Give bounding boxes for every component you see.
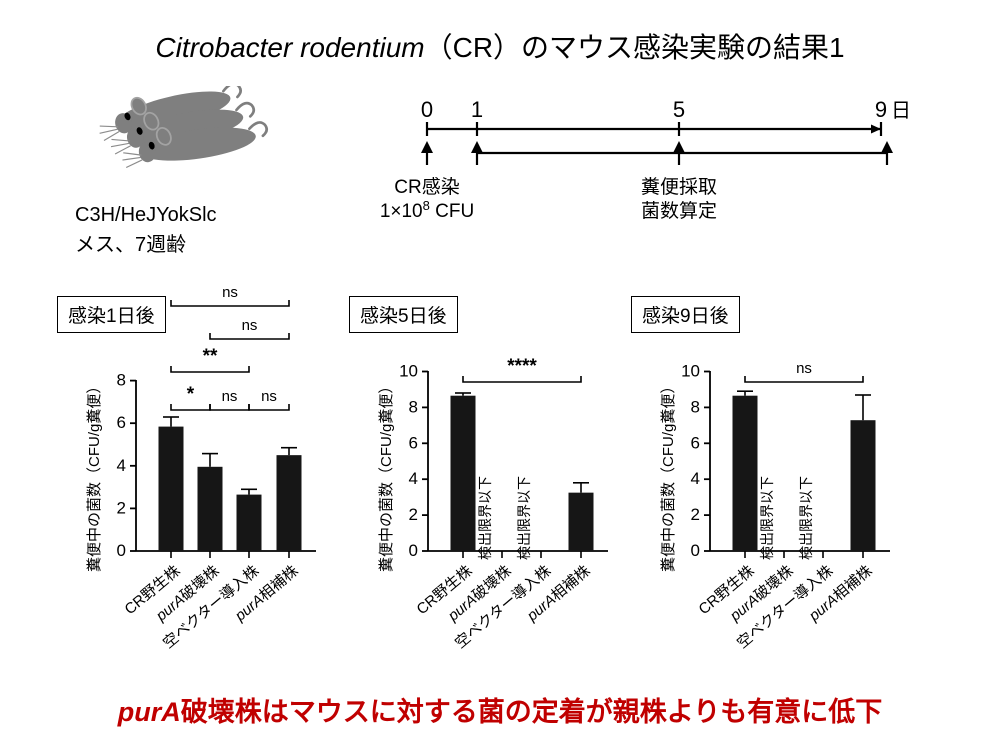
- svg-text:ns: ns: [222, 284, 238, 301]
- svg-text:10: 10: [399, 362, 418, 381]
- svg-text:1×108 CFU: 1×108 CFU: [380, 198, 474, 223]
- svg-text:0: 0: [421, 97, 433, 122]
- svg-text:CR感染: CR感染: [394, 176, 459, 198]
- svg-text:4: 4: [117, 456, 126, 475]
- svg-text:菌数算定: 菌数算定: [641, 200, 717, 222]
- svg-text:0: 0: [691, 541, 700, 560]
- svg-text:ns: ns: [222, 388, 238, 405]
- svg-text:4: 4: [691, 469, 700, 488]
- svg-text:5: 5: [673, 97, 685, 122]
- svg-text:**: **: [203, 346, 218, 367]
- svg-text:0: 0: [409, 541, 418, 560]
- svg-text:ns: ns: [261, 388, 277, 405]
- svg-text:2: 2: [117, 498, 126, 517]
- svg-text:6: 6: [409, 433, 418, 452]
- svg-text:糞便採取: 糞便採取: [641, 176, 717, 198]
- svg-text:10: 10: [681, 362, 700, 381]
- svg-text:8: 8: [691, 397, 700, 416]
- svg-text:2: 2: [409, 505, 418, 524]
- svg-text:ns: ns: [796, 360, 812, 377]
- svg-text:1: 1: [471, 97, 483, 122]
- svg-text:ns: ns: [242, 317, 258, 334]
- svg-text:6: 6: [117, 413, 126, 432]
- svg-text:6: 6: [691, 433, 700, 452]
- svg-text:*: *: [187, 384, 195, 405]
- svg-text:4: 4: [409, 469, 418, 488]
- svg-text:9: 9: [875, 97, 887, 122]
- svg-text:日: 日: [891, 100, 911, 122]
- svg-text:8: 8: [117, 371, 126, 390]
- svg-text:2: 2: [691, 505, 700, 524]
- svg-text:8: 8: [409, 397, 418, 416]
- svg-text:****: ****: [507, 356, 537, 377]
- svg-text:0: 0: [117, 541, 126, 560]
